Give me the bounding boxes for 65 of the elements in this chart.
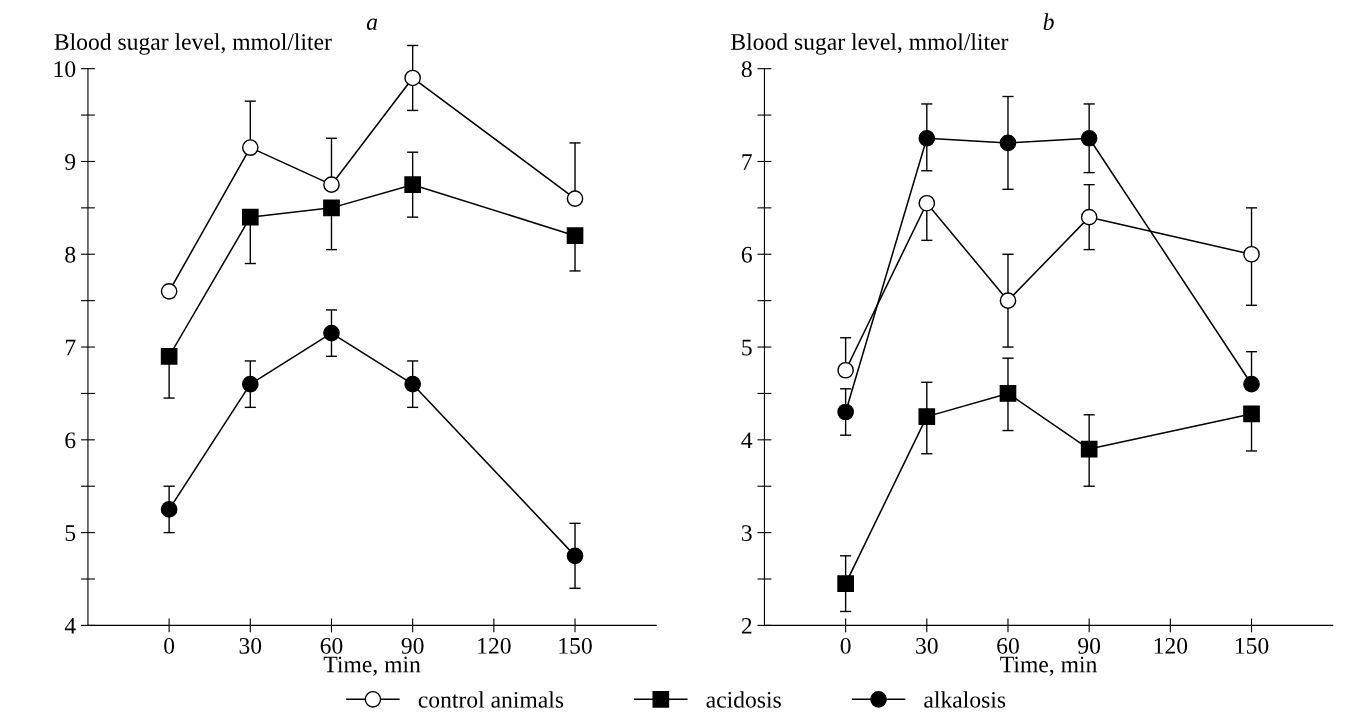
y-tick-label: 10 <box>54 61 76 78</box>
point <box>1080 129 1098 147</box>
chart-title: a <box>366 18 378 30</box>
x-tick-label: 0 <box>164 637 175 654</box>
x-tick-label: 120 <box>1154 637 1188 654</box>
point <box>837 575 854 592</box>
x-tick-label: 90 <box>401 637 424 654</box>
y-axis-title: Blood sugar level, mmol/liter <box>54 33 332 55</box>
point <box>160 283 178 300</box>
y-tick-label: 5 <box>65 525 76 542</box>
point <box>404 375 421 393</box>
point <box>918 129 936 147</box>
point <box>1080 440 1098 458</box>
x-tick-label: 150 <box>1235 637 1269 654</box>
chart-title: b <box>1043 13 1054 30</box>
x-tick-label: 150 <box>559 637 592 654</box>
point <box>1080 208 1098 226</box>
point <box>1243 245 1260 263</box>
y-tick-label: 4 <box>741 432 753 449</box>
point <box>999 292 1017 309</box>
x-axis-title: Time, min <box>323 656 421 676</box>
point <box>999 385 1017 402</box>
y-axis-title: Blood sugar level, mmol/liter <box>731 33 1009 55</box>
y-tick-label: 7 <box>65 339 76 356</box>
y-tick-label: 6 <box>741 246 752 263</box>
y-tick-label: 7 <box>742 154 752 170</box>
point <box>241 139 259 156</box>
point <box>160 501 178 518</box>
x-tick-label: 30 <box>916 637 938 654</box>
point <box>404 176 421 194</box>
x-tick-label: 60 <box>997 637 1019 654</box>
point <box>1243 405 1260 423</box>
point <box>241 208 259 226</box>
x-tick-label: 120 <box>478 637 511 654</box>
point <box>566 190 584 207</box>
point <box>837 361 854 379</box>
point <box>323 324 340 342</box>
point <box>160 347 178 365</box>
y-tick-label: 9 <box>65 154 76 170</box>
x-tick-label: 90 <box>1078 637 1101 654</box>
point <box>918 408 936 425</box>
y-tick-label: 4 <box>64 618 76 634</box>
x-axis-title: Time, min <box>1000 656 1097 676</box>
legend-label: alkalosis <box>924 691 1006 708</box>
x-tick-label: 60 <box>320 637 343 654</box>
y-tick-label: 2 <box>741 617 752 634</box>
y-tick-label: 3 <box>741 525 752 542</box>
legend-label: control animals <box>418 691 564 708</box>
point <box>323 199 340 217</box>
point <box>323 176 340 194</box>
x-tick-label: 0 <box>840 637 851 654</box>
point <box>1243 375 1260 393</box>
point <box>404 69 421 87</box>
point <box>999 134 1017 152</box>
y-tick-label: 5 <box>742 339 752 356</box>
x-tick-label: 30 <box>239 637 262 654</box>
point <box>566 227 584 245</box>
y-tick-label: 8 <box>65 246 76 263</box>
legend-label: acidosis <box>706 691 781 708</box>
point <box>566 547 584 565</box>
y-tick-label: 6 <box>65 432 76 449</box>
point <box>918 194 936 212</box>
point <box>837 403 854 421</box>
point <box>241 375 259 393</box>
y-tick-label: 8 <box>741 61 752 78</box>
